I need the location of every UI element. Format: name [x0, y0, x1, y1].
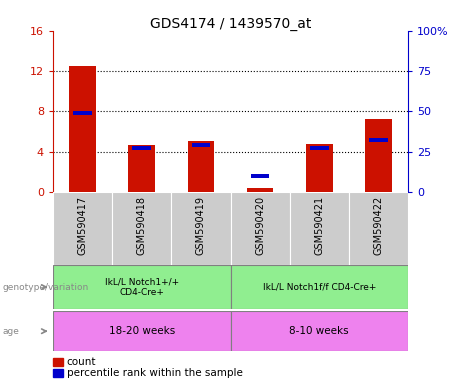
Bar [365, 119, 392, 192]
Bar [310, 146, 329, 151]
Bar [247, 189, 273, 192]
Text: 18-20 weeks: 18-20 weeks [109, 326, 175, 336]
Bar [230, 265, 408, 309]
Bar [230, 311, 408, 351]
Bar [129, 145, 155, 192]
Text: GSM590421: GSM590421 [314, 196, 324, 255]
Bar [306, 144, 332, 192]
Bar [290, 192, 349, 265]
Bar [69, 66, 96, 192]
Bar [171, 192, 230, 265]
Text: GSM590419: GSM590419 [196, 196, 206, 255]
Text: IkL/L Notch1+/+
CD4-Cre+: IkL/L Notch1+/+ CD4-Cre+ [105, 277, 179, 297]
Text: GSM590422: GSM590422 [373, 196, 384, 255]
Bar [132, 146, 151, 151]
Text: age: age [2, 327, 19, 336]
Bar [53, 358, 63, 366]
Bar [349, 192, 408, 265]
Text: GSM590418: GSM590418 [137, 196, 147, 255]
Text: genotype/variation: genotype/variation [2, 283, 89, 291]
Text: IkL/L Notch1f/f CD4-Cre+: IkL/L Notch1f/f CD4-Cre+ [263, 283, 376, 291]
Bar [112, 192, 171, 265]
Bar [192, 143, 210, 147]
Bar [188, 141, 214, 192]
Text: count: count [67, 357, 96, 367]
Text: GSM590420: GSM590420 [255, 196, 265, 255]
Bar [251, 174, 269, 178]
Bar [369, 138, 388, 142]
Bar [73, 111, 92, 115]
Bar [53, 192, 112, 265]
Text: GDS4174 / 1439570_at: GDS4174 / 1439570_at [150, 17, 311, 31]
Text: 8-10 weeks: 8-10 weeks [290, 326, 349, 336]
Bar [230, 192, 290, 265]
Bar [53, 369, 63, 377]
Text: GSM590417: GSM590417 [77, 196, 88, 255]
Bar [53, 265, 230, 309]
Bar [53, 311, 230, 351]
Text: percentile rank within the sample: percentile rank within the sample [67, 368, 243, 378]
